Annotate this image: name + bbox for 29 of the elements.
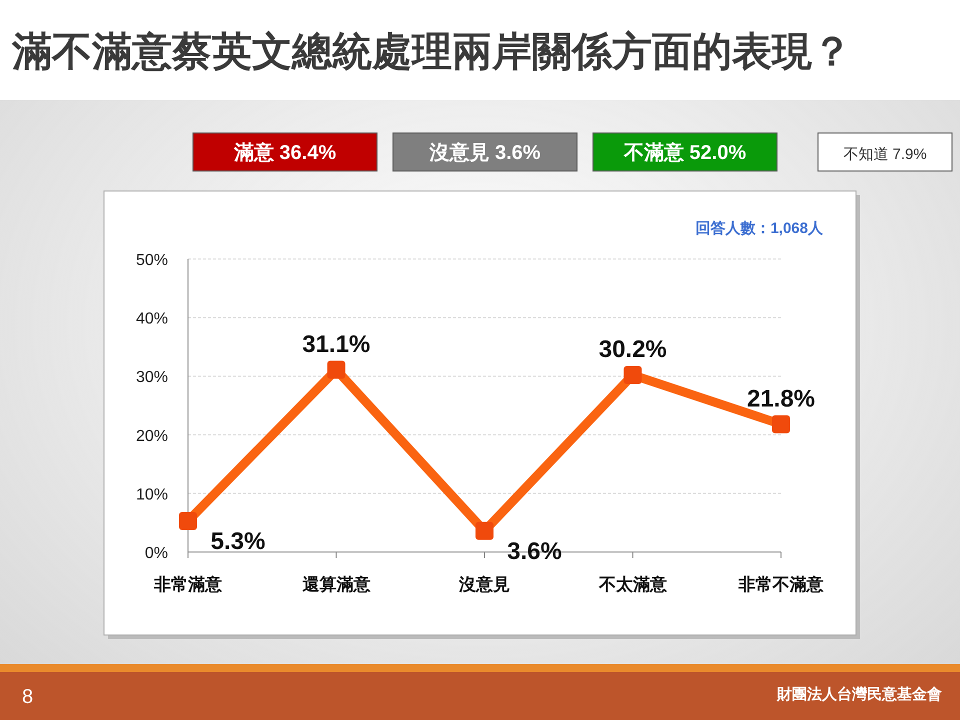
y-tick-label: 0%: [144, 545, 168, 562]
point: [476, 522, 494, 540]
data-label: 31.1%: [302, 330, 370, 358]
point: [179, 512, 197, 530]
point: [772, 415, 790, 434]
text: 沒意見 3.6%: [428, 141, 541, 164]
x-tick-label: 不太滿意: [598, 575, 668, 594]
y-tick-label: 30%: [136, 369, 168, 386]
y-tick-label: 20%: [136, 428, 168, 445]
y-tick-label: 50%: [136, 252, 168, 269]
x-tick-label: 沒意見: [458, 575, 510, 594]
data-label: 30.2%: [598, 336, 667, 364]
y-tick-label: 40%: [136, 310, 168, 328]
x-tick-label: 還算滿意: [302, 575, 372, 594]
data-label: 21.8%: [746, 385, 816, 412]
text: 8: [22, 686, 34, 708]
point: [624, 366, 642, 384]
y-tick-label: 10%: [136, 486, 168, 504]
x-tick-label: 非常滿意: [153, 575, 223, 594]
data-label: 5.3%: [210, 528, 266, 555]
text: 不滿意 52.0%: [622, 141, 746, 164]
data-label: 3.6%: [507, 538, 562, 565]
x-tick-label: 非常不滿意: [738, 575, 824, 594]
text: 回答人數：1,068人: [695, 220, 824, 237]
point: [327, 360, 346, 379]
text: 不知道 7.9%: [843, 146, 927, 163]
text: 滿意 36.4%: [232, 141, 336, 164]
text: 財團法人台灣民意基金會: [776, 686, 942, 703]
chart-title: 滿不滿意蔡英文總統處理兩岸關係方面的表現？: [11, 30, 852, 74]
